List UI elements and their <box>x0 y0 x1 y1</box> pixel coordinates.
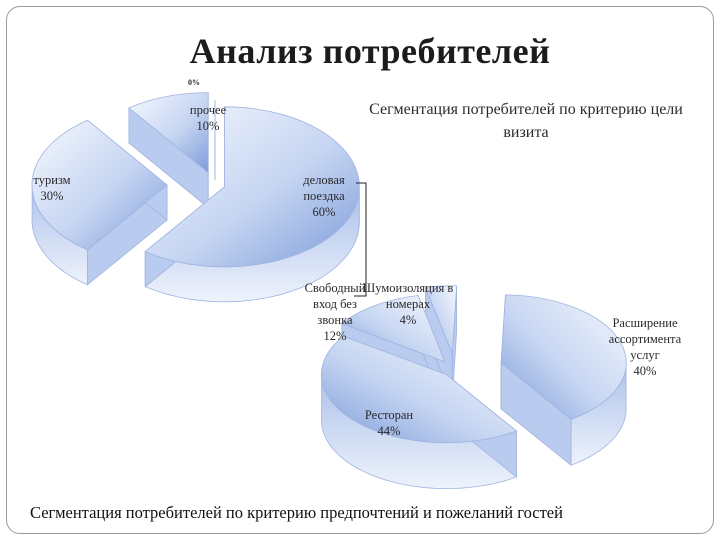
data-label-prochee-value: 10% <box>196 119 220 133</box>
slice-pref-2 <box>340 295 446 363</box>
data-label-svobodny-name: Свободный вход без звонка <box>304 281 366 327</box>
data-label-prochee-name: прочее <box>189 103 227 117</box>
data-label-restoran-value: 44% <box>377 424 401 438</box>
slice-visit-2 <box>128 92 209 174</box>
data-label-restoran-name: Ресторан <box>364 408 414 422</box>
data-label-turizm-name: туризм <box>33 173 71 187</box>
bottom-caption: Сегментация потребителей по критерию пре… <box>30 503 563 522</box>
slice-pref-3 <box>424 285 458 354</box>
data-label-shumoizolyatsiya: Шумоизоляция в номерах 4% <box>360 280 456 328</box>
pie-chart-preferences <box>320 285 627 490</box>
data-label-restoran: Ресторан 44% <box>354 407 424 439</box>
data-label-turizm: туризм 30% <box>28 172 76 204</box>
data-label-zero: 0% <box>188 78 200 87</box>
data-label-turizm-value: 30% <box>40 189 64 203</box>
data-label-svobodny: Свободный вход без звонка 12% <box>296 280 374 344</box>
leader-line-delovaya <box>354 182 367 297</box>
data-label-prochee: прочее 10% <box>178 102 238 134</box>
data-label-shumoizolyatsiya-name: Шумоизоляция в номерах <box>362 281 454 311</box>
slice-pref-0 <box>500 294 627 420</box>
data-label-delovaya-name: деловая поездка <box>303 173 345 203</box>
data-label-shumoizolyatsiya-value: 4% <box>399 313 417 327</box>
slide-title: Анализ потребителей <box>189 31 551 71</box>
data-label-rasshirenie-value: 40% <box>633 364 657 378</box>
slice-pref-1 <box>320 335 518 444</box>
slice-visit-1 <box>31 119 168 251</box>
data-label-svobodny-value: 12% <box>323 329 347 343</box>
data-label-delovaya: деловая поездка 60% <box>292 172 356 220</box>
data-label-delovaya-value: 60% <box>312 205 336 219</box>
data-label-rasshirenie: Расширение ассортимента услуг 40% <box>600 315 690 379</box>
chart1-title: Сегментация потребителей по критерию цел… <box>369 101 683 141</box>
slice-visit-0 <box>144 106 360 268</box>
pie-chart-visit-purpose <box>31 92 360 303</box>
data-label-rasshirenie-name: Расширение ассортимента услуг <box>608 316 682 362</box>
